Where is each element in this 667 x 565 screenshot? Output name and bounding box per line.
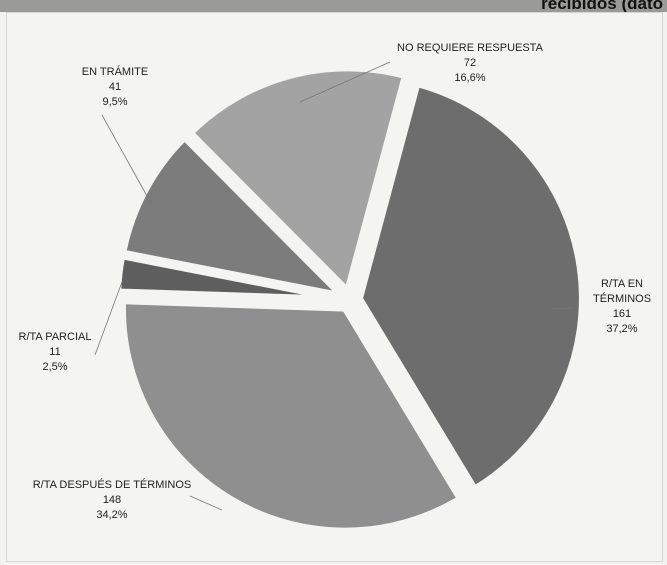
- pie-slice-no-requiere-respuesta: [187, 65, 408, 294]
- pie-slice-r-ta-en-terminos: [356, 81, 585, 492]
- data-label-r-ta-en-terminos: R/TA EN TÉRMINOS 161 37,2%: [593, 278, 651, 335]
- data-label-r-ta-despues-de-terminos: R/TA DESPUÉS DE TÉRMINOS 148 34,2%: [33, 478, 192, 521]
- data-label-no-requiere-respuesta: NO REQUIERE RESPUESTA 72 16,6%: [397, 42, 544, 84]
- pie-slice-en-tramite: [120, 134, 345, 299]
- leader-line-r-ta-parcial: [94, 281, 123, 356]
- title-bar: recibidos (dato: [0, 0, 667, 13]
- data-label-en-tramite: EN TRÁMITE 41 9,5%: [82, 65, 148, 108]
- pie-slice-r-ta-despues-de-terminos: [119, 298, 463, 534]
- leader-line-r-ta-despues-de-terminos: [189, 495, 223, 511]
- leader-line-en-tramite: [101, 114, 153, 206]
- leader-line-no-requiere-respuesta: [299, 61, 391, 103]
- chart-title: recibidos (dato: [541, 0, 663, 13]
- data-label-r-ta-parcial: R/TA PARCIAL 11 2,5%: [19, 331, 92, 373]
- leader-line-r-ta-en-terminos: [551, 307, 575, 310]
